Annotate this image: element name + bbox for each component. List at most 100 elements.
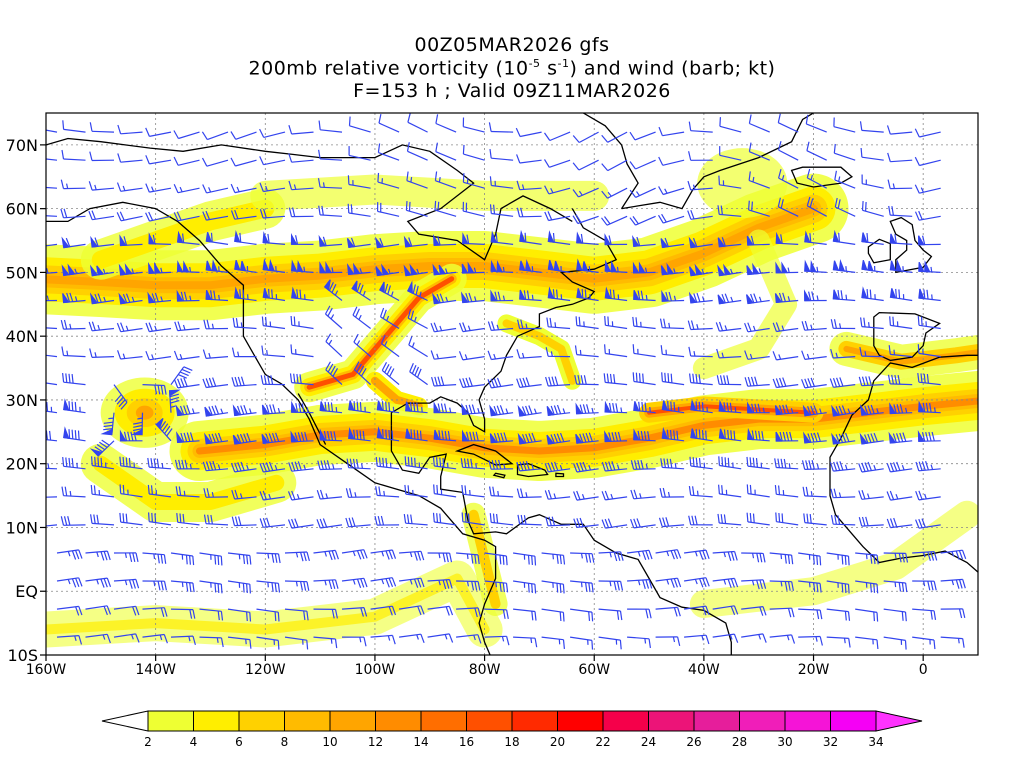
island-ireland [867,238,891,264]
wind-barb [323,279,343,301]
wind-barb [433,429,457,442]
wind-barb [883,552,909,563]
wind-barb [629,159,656,170]
wind-barb [517,432,542,445]
wind-barb [403,263,428,277]
wind-barbs [46,113,967,650]
wind-barb [435,114,457,133]
wind-barb [570,636,594,650]
wind-barb [543,159,571,168]
lat-tick-label: 30N [6,391,38,410]
wind-barb [802,404,827,417]
wind-barb [940,578,966,589]
wind-barb [627,636,651,648]
wind-barb [715,321,742,332]
jet-north-level-4 [46,204,818,290]
wind-barb [176,289,200,302]
lon-tick-label: 140W [135,662,176,678]
wind-barb [633,428,656,442]
lat-tick-label: 10S [7,646,38,665]
wind-barb [918,288,941,302]
wind-barb [741,552,766,563]
wind-barb [459,322,485,333]
wind-barb [351,280,371,302]
colorbar-label: 12 [368,735,383,749]
wind-barb [826,608,851,621]
wind-barb [833,117,856,133]
island-britain [889,216,933,274]
wind-barb [604,430,628,443]
wind-barb [798,635,823,646]
wind-barb [886,461,913,473]
wind-barb [119,429,143,442]
wind-barb [887,179,913,190]
wind-barb [318,234,343,247]
wind-barb [117,124,143,135]
wind-barb [60,179,86,190]
wind-barb [832,289,856,302]
wind-barb [85,550,111,561]
wind-barb [62,292,86,304]
wind-barb [684,549,710,560]
wind-barb [802,486,827,498]
wind-barb [484,608,509,620]
wind-barb [775,512,799,526]
wind-barb [288,125,314,135]
wind-barb [90,235,115,248]
wind-barb [346,262,371,276]
wind-barb [547,230,571,245]
colorbar-label: 8 [281,735,289,749]
wind-barb [826,552,850,566]
lat-tick-label: 40N [6,327,38,346]
wind-barb [490,259,514,273]
wind-barb [830,514,856,526]
wind-barb [375,486,400,498]
wind-barb [629,131,656,141]
wind-barb [804,259,827,273]
title-units-mid: s [540,57,558,80]
wind-barb [744,322,770,333]
wind-barb [546,317,571,330]
wind-barb [205,289,229,302]
wind-barb [632,316,656,330]
wind-barb [408,336,428,358]
wind-barb [85,633,111,644]
wind-barb [688,121,713,133]
wind-barb [830,348,856,359]
wind-barb [348,116,371,133]
colorbar-box [557,710,604,732]
wind-barb [519,229,542,245]
wind-barb [746,456,770,470]
wind-barb [234,259,257,273]
wind-barb [778,141,799,161]
wind-barb [655,636,681,647]
wind-barb [747,427,770,442]
wind-barb [630,459,656,470]
wind-barb [687,209,713,220]
wind-barb [547,286,571,302]
wind-barb [256,636,280,650]
wind-barb [804,230,827,245]
wind-barb [889,233,913,245]
wind-barb [60,516,86,526]
wind-barb [462,173,485,189]
wind-barb [806,141,827,161]
wind-barb [256,552,281,564]
wind-barb [378,113,400,133]
wind-barb [170,635,196,646]
wind-barb [860,317,884,330]
wind-barb [858,516,884,527]
wind-barb [918,400,941,414]
wind-barb [119,512,143,526]
wind-barb [261,345,286,358]
wind-barb [940,608,966,619]
wind-barb [774,292,799,304]
wind-barb [490,230,514,245]
wind-barb [746,512,770,526]
wind-barb [262,288,286,302]
wind-barb [113,633,140,643]
colorbar-box [375,710,422,732]
wind-barb [142,633,168,644]
wind-barb [173,377,200,389]
